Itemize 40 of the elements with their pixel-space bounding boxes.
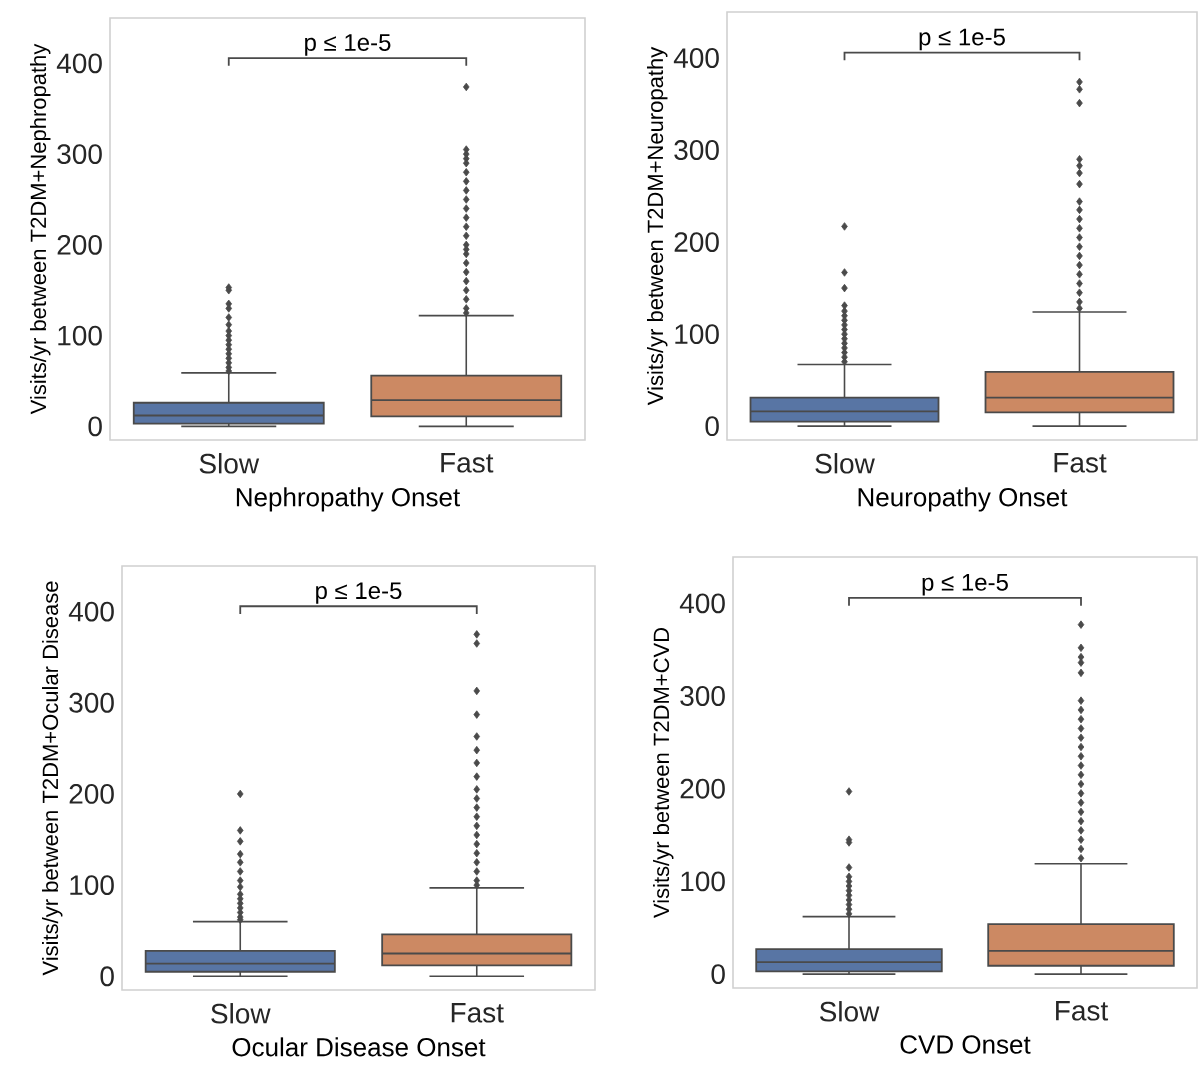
y-tick-label: 400 (679, 593, 725, 614)
y-tick-label: 100 (681, 871, 725, 892)
x-axis-title: Nephropathy Onset (236, 487, 460, 512)
y-tick-label: 200 (674, 232, 719, 253)
x-tick-label: Slow (819, 1001, 880, 1022)
y-tick-label: 100 (58, 325, 102, 346)
x-axis-title: Ocular Disease Onset (232, 1037, 486, 1057)
y-tick-label: 400 (56, 53, 102, 74)
annotation: p ≤ 1e-5 (316, 582, 402, 604)
x-axis-title: CVD Onset (900, 1035, 1031, 1054)
y-tick-label: 300 (674, 140, 719, 160)
x-tick-label: Fast (1056, 1001, 1109, 1021)
annotation: p ≤ 1e-5 (922, 574, 1008, 596)
y-axis-title: Visits/yr between T2DM+Neuropathy (646, 46, 668, 406)
x-tick-label: Slow (211, 1003, 271, 1024)
x-tick-label: Slow (199, 453, 260, 474)
y-tick-label: 0 (705, 416, 719, 437)
y-tick-label: 100 (70, 875, 114, 896)
y-axis-title: Visits/yr between T2DM+Nephropathy (29, 43, 51, 415)
y-axis-title: Visits/yr between T2DM+Ocular Disease (41, 581, 63, 976)
y-tick-label: 300 (680, 686, 725, 706)
y-tick-label: 200 (680, 778, 725, 799)
x-axis-title: Neuropathy Onset (858, 487, 1068, 512)
y-tick-label: 0 (88, 416, 102, 437)
y-axis-title: Visits/yr between T2DM+CVD (652, 627, 674, 918)
x-tick-label: Slow (815, 453, 875, 474)
y-tick-label: 200 (69, 784, 114, 804)
y-tick-label: 100 (675, 324, 719, 345)
annotation: p ≤ 1e-5 (919, 28, 1005, 51)
y-tick-label: 0 (711, 964, 725, 984)
x-tick-label: Fast (451, 1003, 504, 1023)
y-tick-label: 400 (673, 48, 719, 68)
y-tick-label: 300 (69, 692, 114, 713)
y-tick-label: 200 (57, 234, 102, 255)
y-tick-label: 400 (68, 601, 114, 622)
y-tick-label: 0 (100, 966, 114, 987)
annotation: p ≤ 1e-5 (305, 34, 391, 56)
y-tick-label: 300 (57, 144, 102, 165)
x-tick-label: Fast (1054, 453, 1107, 473)
x-tick-label: Fast (441, 453, 494, 473)
